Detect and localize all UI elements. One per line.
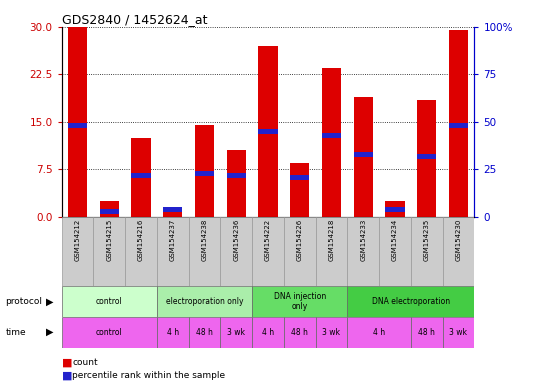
Bar [62,286,157,317]
Text: GDS2840 / 1452624_at: GDS2840 / 1452624_at [62,13,207,26]
Bar [290,163,309,217]
Bar [157,286,252,317]
Text: GSM154222: GSM154222 [265,219,271,261]
Bar [252,317,284,348]
Text: control: control [96,297,123,306]
Bar [316,217,347,286]
Bar [290,174,309,180]
Bar [385,207,405,212]
Text: count: count [72,358,98,367]
Text: GSM154215: GSM154215 [106,219,112,261]
Bar [417,100,436,217]
Bar [195,171,214,176]
Bar [347,317,411,348]
Bar [68,27,87,217]
Text: DNA electroporation: DNA electroporation [372,297,450,306]
Text: GSM154218: GSM154218 [329,219,334,262]
Text: ▶: ▶ [46,296,53,306]
Bar [411,217,443,286]
Text: DNA injection
only: DNA injection only [273,292,326,311]
Bar [131,173,151,178]
Bar [62,217,93,286]
Bar [284,317,316,348]
Bar [322,133,341,138]
Text: ▶: ▶ [46,327,53,337]
Bar [316,317,347,348]
Text: electroporation only: electroporation only [166,297,243,306]
Bar [284,217,316,286]
Text: 4 h: 4 h [373,328,385,337]
Bar [163,207,182,217]
Text: GSM154233: GSM154233 [360,219,366,262]
Bar [93,217,125,286]
Text: percentile rank within the sample: percentile rank within the sample [72,371,226,380]
Text: GSM154237: GSM154237 [170,219,176,262]
Text: GSM154226: GSM154226 [297,219,303,261]
Bar [417,154,436,159]
Bar [252,217,284,286]
Bar [227,173,246,178]
Bar [258,46,278,217]
Text: GSM154216: GSM154216 [138,219,144,262]
Bar [379,217,411,286]
Bar [385,201,405,217]
Text: control: control [96,328,123,337]
Bar [62,317,157,348]
Text: GSM154235: GSM154235 [424,219,430,261]
Bar [322,68,341,217]
Bar [220,317,252,348]
Bar [354,97,373,217]
Bar [100,209,119,214]
Bar [252,286,347,317]
Bar [258,129,278,134]
Bar [449,123,468,128]
Bar [163,207,182,212]
Bar [100,201,119,217]
Text: 48 h: 48 h [196,328,213,337]
Text: 48 h: 48 h [418,328,435,337]
Text: GSM154234: GSM154234 [392,219,398,261]
Bar [347,217,379,286]
Text: GSM154212: GSM154212 [75,219,80,261]
Bar [354,152,373,157]
Bar [189,217,220,286]
Bar [443,317,474,348]
Bar [131,138,151,217]
Bar [195,125,214,217]
Text: 4 h: 4 h [262,328,274,337]
Bar [347,286,474,317]
Bar [449,30,468,217]
Bar [220,217,252,286]
Text: 3 wk: 3 wk [227,328,245,337]
Text: GSM154238: GSM154238 [202,219,207,262]
Text: ■: ■ [62,371,72,381]
Text: time: time [5,328,26,337]
Text: 4 h: 4 h [167,328,179,337]
Bar [157,317,189,348]
Text: 3 wk: 3 wk [450,328,467,337]
Bar [443,217,474,286]
Bar [189,317,220,348]
Bar [157,217,189,286]
Bar [227,151,246,217]
Text: ■: ■ [62,358,72,368]
Text: 48 h: 48 h [291,328,308,337]
Text: GSM154230: GSM154230 [456,219,461,262]
Text: protocol: protocol [5,297,42,306]
Bar [125,217,157,286]
Text: GSM154236: GSM154236 [233,219,239,262]
Bar [411,317,443,348]
Bar [68,123,87,128]
Text: 3 wk: 3 wk [323,328,340,337]
